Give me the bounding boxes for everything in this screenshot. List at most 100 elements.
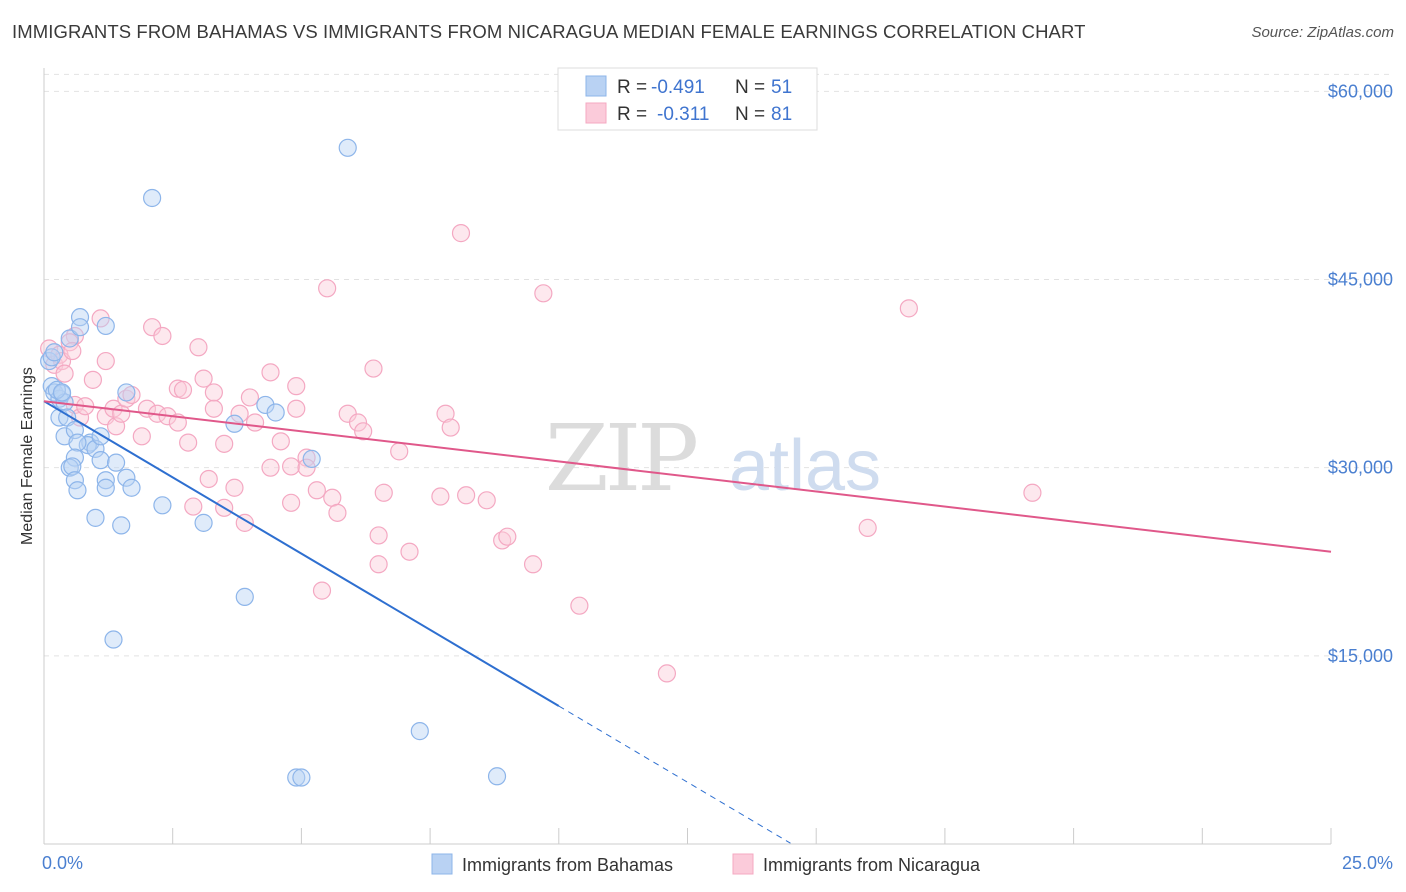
bahamas-point [292, 768, 311, 787]
nicaragua-trend-line [43, 400, 1332, 553]
nicaragua-point [899, 299, 918, 318]
bottom-legend-label-nicaragua: Immigrants from Nicaragua [763, 855, 981, 875]
nicaragua-point [431, 487, 450, 506]
nicaragua-point [132, 427, 151, 446]
nicaragua-point [282, 457, 301, 476]
chart-title: IMMIGRANTS FROM BAHAMAS VS IMMIGRANTS FR… [12, 21, 1086, 42]
nicaragua-point [348, 413, 368, 432]
bahamas-point [45, 343, 64, 362]
bahamas-point [63, 457, 82, 476]
nicaragua-point [323, 488, 342, 507]
nicaragua-point [369, 555, 388, 574]
nicaragua-point [287, 399, 306, 418]
bahamas-point [60, 329, 79, 348]
nicaragua-point [312, 581, 332, 600]
nicaragua-point [400, 542, 419, 561]
bahamas-point [122, 478, 141, 497]
nicaragua-point [215, 434, 234, 453]
nicaragua-point [570, 596, 589, 615]
gridlines [44, 73, 1393, 657]
nicaragua-point [179, 433, 198, 452]
watermark-atlas: atlas [729, 426, 881, 506]
watermark-zip: ZIP [545, 405, 696, 512]
nicaragua-point [230, 404, 249, 423]
bahamas-point [52, 383, 72, 402]
nicaragua-point [457, 486, 476, 505]
nicaragua-point [498, 527, 517, 546]
bahamas-point [70, 308, 90, 327]
nicaragua-point [261, 363, 280, 382]
nicaragua-point [390, 442, 409, 461]
legend-r-value-nicaragua: -0.311 [657, 104, 709, 125]
nicaragua-point [245, 413, 265, 432]
nicaragua-point [83, 370, 103, 389]
nicaragua-point [225, 478, 244, 497]
nicaragua-point [307, 481, 326, 500]
nicaragua-point [451, 224, 471, 243]
legend-n-value-bahamas: 51 [771, 77, 792, 98]
trend-lines [43, 400, 1332, 844]
legend-n-value-nicaragua: 81 [771, 104, 792, 125]
bahamas-point [96, 478, 115, 497]
legend-swatch-nicaragua [585, 102, 607, 124]
nicaragua-point [657, 664, 677, 683]
bahamas-point [117, 468, 136, 487]
bahamas-point [96, 316, 115, 336]
bahamas-point [68, 481, 87, 500]
nicaragua-point [1023, 483, 1042, 502]
legend-swatch-bahamas [585, 75, 607, 97]
legend-n-label-nicaragua: N = [735, 104, 765, 125]
axes [43, 68, 1332, 845]
nicaragua-point [369, 526, 388, 545]
nicaragua-point [122, 385, 141, 405]
bahamas-point [70, 318, 90, 337]
nicaragua-point [287, 377, 306, 396]
y-tick-label: $45,000 [1328, 270, 1393, 290]
nicaragua-point [173, 380, 193, 400]
bottom-legend-label-bahamas: Immigrants from Bahamas [462, 855, 673, 875]
bottom-legend-swatch-bahamas [431, 853, 453, 875]
nicaragua-point [204, 383, 223, 402]
nicaragua-point [199, 469, 218, 489]
bahamas-point [287, 768, 306, 787]
bahamas-point [487, 767, 507, 786]
x-tick-label-min: 0.0% [42, 853, 83, 873]
nicaragua-point [318, 279, 337, 298]
bahamas-point [266, 403, 285, 422]
nicaragua-point [858, 518, 877, 537]
legend-r-label-nicaragua: R = [617, 104, 647, 125]
bahamas-trend-line [43, 400, 560, 707]
nicaragua-point [523, 555, 543, 574]
bahamas-point [235, 587, 254, 606]
nicaragua-point [261, 458, 280, 477]
bahamas-trend-extension [558, 705, 791, 844]
bahamas-point [86, 508, 105, 527]
nicaragua-point [204, 399, 223, 418]
nicaragua-point [436, 404, 455, 423]
bahamas-point [96, 471, 115, 490]
nicaragua-point [96, 351, 115, 371]
nicaragua-point [364, 359, 383, 378]
nicaragua-point [328, 503, 347, 522]
bahamas-point [91, 451, 110, 470]
nicaragua-point [271, 432, 290, 451]
nicaragua-point [374, 483, 393, 502]
legend-r-value-bahamas: -0.491 [651, 77, 705, 98]
nicaragua-point [240, 388, 260, 407]
source-credit: Source: ZipAtlas.com [1251, 24, 1394, 41]
nicaragua-point [477, 491, 496, 510]
bahamas-point [256, 395, 275, 415]
legend-r-label-bahamas: R = [617, 77, 647, 98]
tick-labels: $15,000 $30,000 $45,000 $60,000 0.0% 25.0% [42, 81, 1393, 873]
bahamas-point [42, 348, 61, 367]
bahamas-point [117, 383, 136, 402]
bahamas-point [104, 630, 123, 649]
bottom-legend: Immigrants from Bahamas Immigrants from … [431, 853, 981, 875]
bahamas-point [106, 453, 126, 472]
bahamas-point [68, 433, 87, 452]
nicaragua-point [282, 493, 301, 512]
bahamas-point [410, 722, 429, 741]
watermark: ZIP atlas [545, 405, 881, 512]
nicaragua-point [297, 458, 316, 477]
